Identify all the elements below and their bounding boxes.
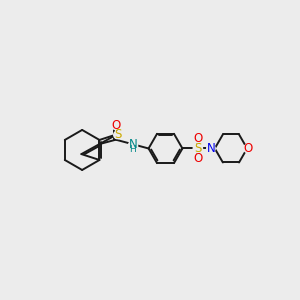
Circle shape: [114, 131, 122, 139]
Text: N: N: [129, 138, 137, 151]
Circle shape: [207, 144, 215, 153]
Text: O: O: [193, 132, 203, 145]
Circle shape: [193, 144, 203, 153]
Text: S: S: [194, 142, 202, 155]
Circle shape: [194, 134, 202, 143]
Circle shape: [194, 154, 202, 163]
Text: N: N: [207, 142, 215, 155]
Circle shape: [112, 122, 120, 130]
Text: O: O: [111, 118, 121, 132]
Circle shape: [244, 144, 252, 153]
Text: S: S: [114, 128, 121, 141]
Text: H: H: [130, 145, 136, 154]
Circle shape: [128, 141, 138, 150]
Text: O: O: [193, 152, 203, 165]
Text: O: O: [243, 142, 253, 155]
